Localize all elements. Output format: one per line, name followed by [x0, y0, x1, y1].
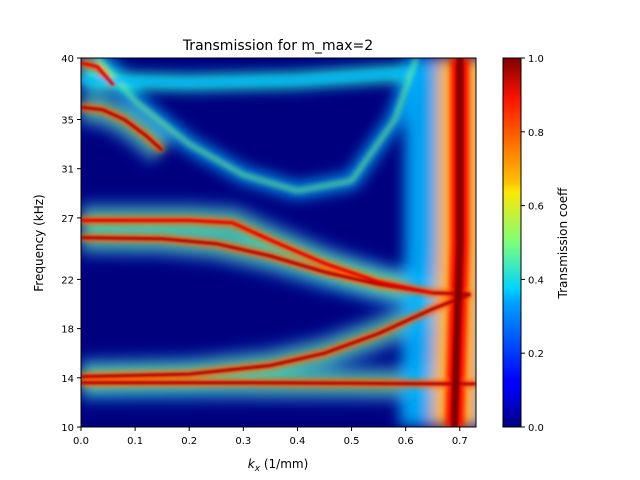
x-tick-label: 0.1: [127, 436, 143, 447]
x-axis-label-main: k: [248, 457, 256, 471]
colorbar-tick-label: 0.0: [528, 423, 544, 434]
y-tick-label: 40: [61, 54, 74, 65]
colorbar-label: Transmission coeff: [556, 187, 570, 300]
chart-title: Transmission for m_max=2: [182, 38, 373, 54]
x-tick-label: 0.6: [398, 436, 414, 447]
colorbar-tick-label: 0.4: [528, 275, 544, 286]
heatmap: [81, 58, 476, 427]
resonance-line: [81, 381, 476, 386]
y-tick-label: 14: [61, 374, 74, 385]
colorbar: [502, 57, 522, 428]
y-tick-label: 31: [61, 165, 74, 176]
x-axis: 0.0 0.1 0.2 0.3 0.4 0.5 0.6 0.7: [73, 427, 468, 447]
colorbar-axis: 0.0 0.2 0.4 0.6 0.8 1.0: [521, 54, 544, 434]
colorbar-tick-label: 1.0: [528, 54, 544, 65]
band-edge-core: [450, 58, 464, 427]
colorbar-tick-label: 0.6: [528, 202, 544, 213]
x-tick-label: 0.0: [73, 436, 89, 447]
x-tick-label: 0.2: [181, 436, 197, 447]
transmission-band-core: [81, 70, 406, 86]
x-axis-label: kx (1/mm): [248, 457, 309, 474]
x-tick-label: 0.4: [289, 436, 305, 447]
plot-frame: [80, 57, 477, 428]
x-tick-label: 0.3: [235, 436, 251, 447]
y-axis-label: Frequency (kHz): [32, 194, 46, 291]
resonance-line: [81, 218, 433, 295]
y-tick-label: 10: [61, 423, 74, 434]
y-tick-label: 27: [61, 214, 74, 225]
colorbar-tick-label: 0.8: [528, 128, 544, 139]
band-edge-curve-core: [96, 58, 418, 193]
y-tick-label: 22: [61, 275, 74, 286]
x-tick-label: 0.7: [452, 436, 468, 447]
resonance-line: [81, 292, 472, 379]
x-axis-label-subscript: x: [254, 464, 261, 474]
y-tick-label: 35: [61, 116, 74, 127]
x-tick-label: 0.5: [344, 436, 360, 447]
colorbar-tick-label: 0.2: [528, 349, 544, 360]
x-axis-label-unit: (1/mm): [260, 457, 308, 471]
resonance-line: [81, 61, 115, 87]
y-axis: 10 14 18 22 27 31 35 40: [61, 54, 81, 434]
y-tick-label: 18: [61, 325, 74, 336]
resonance-line: [81, 105, 164, 152]
